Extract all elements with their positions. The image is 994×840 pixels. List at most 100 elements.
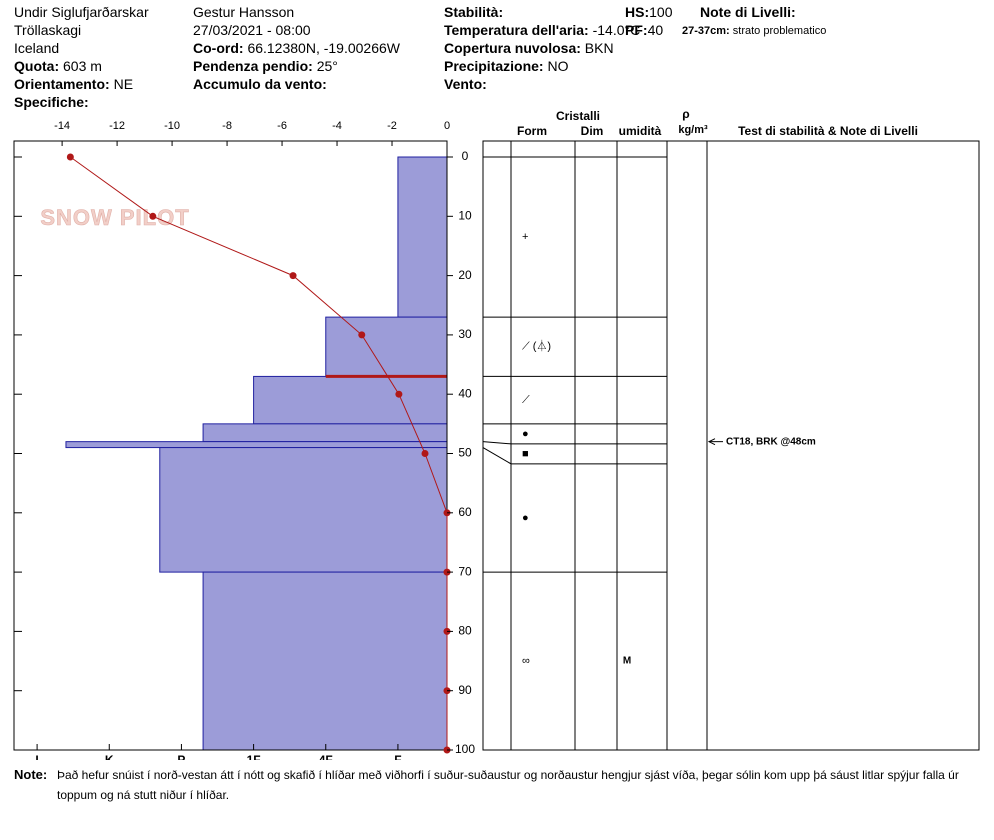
location: Undir Siglufjarðarskar	[14, 4, 149, 20]
value: 40	[647, 22, 664, 38]
grain-form: ⟋	[522, 394, 530, 406]
table-header: Test di stabilità & Note di Livelli	[738, 124, 918, 138]
label: HS:	[625, 4, 650, 20]
value: BKN	[584, 40, 614, 56]
y-tick-label: 60	[458, 505, 472, 519]
label: Precipitazione:	[444, 58, 544, 74]
label: Accumulo da vento:	[193, 76, 327, 92]
x-tick-label: -10	[164, 120, 180, 132]
label: PF:	[625, 22, 648, 38]
sky: Copertura nuvolosa: BKN	[444, 39, 614, 57]
label: Stabilità:	[444, 4, 504, 20]
hardness-tick-label: P	[177, 753, 185, 760]
wind: Vento:	[444, 75, 487, 93]
datetime: 27/03/2021 - 08:00	[193, 22, 311, 38]
x-tick-label: -14	[54, 120, 70, 132]
temperature-point	[149, 212, 157, 220]
x-tick-label: -2	[387, 120, 397, 132]
y-tick-label: 40	[458, 386, 472, 400]
wind-loading: Accumulo da vento:	[193, 75, 327, 93]
precip: Precipitazione: NO	[444, 57, 568, 75]
label: Vento:	[444, 76, 487, 92]
hardness-layer	[202, 571, 448, 751]
aspect: Orientamento: NE	[14, 75, 133, 93]
air-temp: Temperatura dell'aria: -14.0°C	[444, 21, 640, 39]
slope: Pendenza pendio: 25°	[193, 57, 338, 75]
temperature-point	[395, 390, 403, 398]
country: Iceland	[14, 40, 60, 56]
y-tick-label: 70	[458, 564, 472, 578]
layer-notes: Note di Livelli:	[700, 3, 796, 21]
test-label: CT18, BRK @48cm	[726, 436, 816, 447]
specifics: Specifiche:	[14, 93, 89, 111]
label: Temperatura dell'aria:	[444, 22, 589, 38]
table-header: Form	[517, 124, 547, 138]
y-tick-label: 50	[458, 446, 472, 460]
hs: HS:100	[625, 3, 672, 21]
elevation: Quota: 603 m	[14, 57, 102, 75]
table-header: Cristalli	[556, 109, 600, 123]
label: Note di Livelli:	[700, 4, 796, 20]
x-tick-label: -12	[109, 120, 125, 132]
value: -14.0°C	[592, 22, 641, 38]
logo: SNOW PILOT	[40, 205, 189, 230]
y-tick-label: 80	[458, 624, 472, 638]
hardness-layer	[397, 156, 448, 318]
temperature-point	[358, 331, 366, 339]
grain-form: ■	[522, 448, 529, 460]
observer: Gestur Hansson	[193, 4, 295, 20]
pf: PF:40	[625, 21, 663, 39]
hardness-layer	[325, 316, 448, 377]
row-line	[482, 441, 667, 445]
x-tick-label: -4	[332, 120, 342, 132]
hardness-tick-label: 1F	[247, 753, 261, 760]
coords: Co-ord: 66.12380N, -19.00266W	[193, 39, 400, 57]
value: NO	[547, 58, 569, 74]
hardness-tick-label: K	[105, 753, 114, 760]
hardness-tick-label: I	[35, 753, 38, 760]
value: strato problematico	[732, 25, 827, 37]
hardness-layer	[253, 375, 448, 425]
label: Copertura nuvolosa:	[444, 40, 581, 56]
value: NE	[113, 76, 134, 92]
table-frame	[482, 140, 980, 751]
x-tick-label: -6	[277, 120, 287, 132]
value: 603 m	[63, 58, 102, 74]
row-line	[482, 447, 667, 465]
profile-chart: SNOW PILOT -14 -12 -10 -8 -6 -4 -2 0 0 10 20 30 40 50 6…	[13, 107, 980, 760]
test-arrow-head	[707, 438, 716, 446]
note-label: Note:	[14, 767, 48, 782]
table-header: umidità	[619, 124, 662, 138]
label: Pendenza pendio:	[193, 58, 313, 74]
grain-form: +	[522, 231, 528, 243]
layer-note: 27-37cm: strato problematico	[682, 22, 826, 40]
hardness-tick-label: 4F	[319, 753, 333, 760]
note-text: Það hefur snúist í norð-vestan átt í nót…	[57, 768, 959, 802]
table-header: ρ	[682, 107, 689, 121]
temperature-point	[289, 272, 297, 280]
hardness-layer	[65, 441, 448, 449]
label: Quota:	[14, 58, 60, 74]
label: 27-37cm:	[682, 25, 730, 37]
grain-form: ∞	[522, 655, 530, 667]
plot-frame	[13, 140, 448, 751]
value: 25°	[316, 58, 338, 74]
label: Specifiche:	[14, 94, 89, 110]
y-tick-label: 0	[462, 149, 469, 163]
hardness-tick-label: F	[394, 753, 401, 760]
y-tick-label: 30	[458, 327, 472, 341]
stability: Stabilità:	[444, 3, 503, 21]
hardness-layer	[159, 447, 448, 573]
value: 100	[649, 4, 673, 20]
value: 66.12380N, -19.00266W	[247, 40, 400, 56]
table-header: kg/m³	[678, 124, 708, 136]
x-tick-label: 0	[444, 120, 450, 132]
table-header: Dim	[581, 124, 604, 138]
label: Co-ord:	[193, 40, 244, 56]
y-tick-label: 90	[458, 683, 472, 697]
grain-form: ⟋ (⏃)	[522, 339, 551, 353]
x-tick-label: -8	[222, 120, 232, 132]
label: Orientamento:	[14, 76, 110, 92]
y-tick-label: 20	[458, 268, 472, 282]
